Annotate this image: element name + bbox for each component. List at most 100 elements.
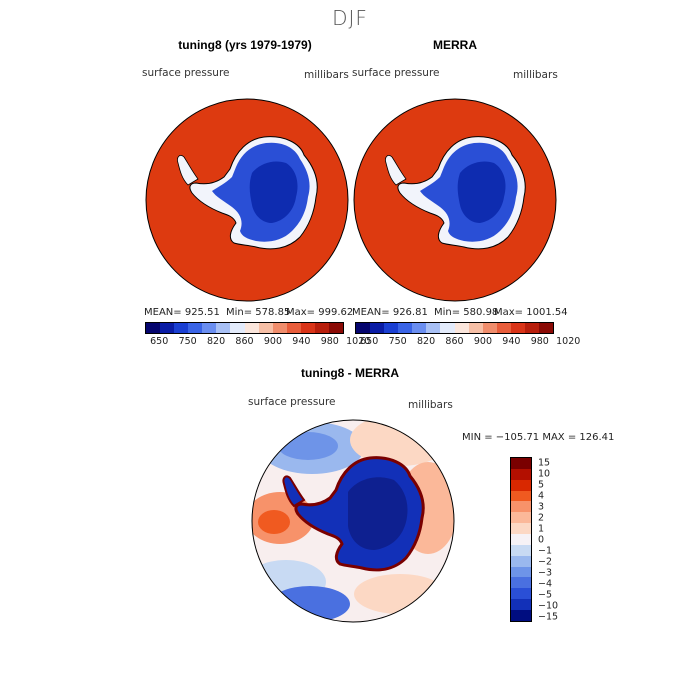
colorbar-swatch — [524, 323, 540, 333]
model-max-stat: Max= 999.62 — [286, 307, 354, 318]
diff-units-label: millibars — [408, 399, 453, 411]
model-polar-map — [145, 98, 349, 302]
colorbar-tick-label: 900 — [263, 336, 282, 347]
colorbar-swatch — [511, 512, 531, 524]
diff-field — [252, 420, 454, 622]
colorbar-tick-label: 940 — [292, 336, 311, 347]
colorbar-swatch — [511, 501, 531, 513]
colorbar-swatch — [356, 323, 371, 333]
colorbar-swatch — [511, 468, 531, 480]
obs-max-stat: Max= 1001.54 — [494, 307, 568, 318]
colorbar-tick-label: −2 — [538, 556, 553, 567]
colorbar-swatch — [496, 323, 511, 333]
colorbar-swatch — [314, 323, 330, 333]
colorbar-tick-label: 750 — [178, 336, 197, 347]
model-peninsula — [177, 155, 199, 186]
colorbar-swatch — [511, 534, 531, 545]
colorbar-swatch — [511, 490, 531, 502]
colorbar-swatch — [539, 323, 554, 333]
colorbar-tick-label: 2 — [538, 512, 545, 523]
colorbar-tick-label: 980 — [320, 336, 339, 347]
colorbar-tick-label: 940 — [502, 336, 521, 347]
colorbar-tick-label: −1 — [538, 545, 553, 556]
diff-colorbar — [510, 457, 532, 622]
diff-panel-title: tuning8 - MERRA — [301, 366, 399, 380]
colorbar-swatch — [440, 323, 455, 333]
colorbar-swatch — [511, 523, 531, 535]
colorbar-swatch — [258, 323, 273, 333]
colorbar-tick-label: 820 — [416, 336, 436, 347]
colorbar-swatch — [244, 323, 259, 333]
colorbar-tick-label: 0 — [538, 534, 545, 545]
colorbar-tick-label: 3 — [538, 501, 545, 512]
colorbar-tick-label: 650 — [150, 336, 169, 347]
colorbar-tick-label: 5 — [538, 479, 545, 490]
colorbar-swatch — [329, 323, 344, 333]
colorbar-swatch — [510, 323, 525, 333]
colorbar-tick-label: 900 — [473, 336, 492, 347]
colorbar-swatch — [230, 323, 245, 333]
colorbar-swatch — [511, 610, 531, 621]
colorbar-tick-label: 10 — [538, 468, 551, 479]
obs-colorbar-ticks: 650 750 820 860 900 940 980 1020 — [355, 336, 580, 348]
colorbar-swatch — [188, 323, 203, 333]
colorbar-swatch — [426, 323, 441, 333]
colorbar-swatch — [160, 323, 175, 333]
obs-peninsula — [385, 155, 407, 186]
model-panel-title: tuning8 (yrs 1979-1979) — [178, 38, 312, 52]
obs-variable-label: surface pressure — [352, 67, 440, 79]
obs-mean-stat: MEAN= 926.81 — [352, 307, 428, 318]
colorbar-swatch — [511, 555, 531, 567]
model-min-stat: Min= 578.85 — [226, 307, 291, 318]
colorbar-swatch — [286, 323, 301, 333]
model-units-label: millibars — [304, 69, 349, 81]
obs-ice-plateau — [457, 161, 506, 223]
colorbar-swatch — [454, 323, 469, 333]
obs-min-stat: Min= 580.98 — [434, 307, 499, 318]
diff-variable-label: surface pressure — [248, 396, 336, 408]
model-colorbar — [145, 322, 344, 334]
diff-range-stat: MIN = −105.71 MAX = 126.41 — [462, 432, 615, 443]
colorbar-swatch — [384, 323, 399, 333]
colorbar-tick-label: 820 — [206, 336, 226, 347]
colorbar-swatch — [511, 544, 531, 556]
obs-units-label: millibars — [513, 69, 558, 81]
colorbar-tick-label: 750 — [388, 336, 407, 347]
colorbar-swatch — [482, 323, 497, 333]
diff-polar-map — [251, 419, 455, 623]
colorbar-tick-label: 1020 — [556, 336, 581, 347]
colorbar-tick-label: 650 — [360, 336, 379, 347]
colorbar-tick-label: 980 — [530, 336, 549, 347]
colorbar-swatch — [412, 323, 427, 333]
model-ice-plateau — [249, 161, 298, 223]
colorbar-swatch — [511, 577, 531, 589]
colorbar-swatch — [174, 323, 189, 333]
colorbar-swatch — [272, 323, 287, 333]
colorbar-tick-label: 860 — [235, 336, 254, 347]
colorbar-tick-label: 860 — [445, 336, 464, 347]
colorbar-tick-label: 1 — [538, 523, 545, 534]
colorbar-swatch — [511, 479, 531, 491]
model-mean-stat: MEAN= 925.51 — [144, 307, 220, 318]
colorbar-swatch — [370, 323, 385, 333]
colorbar-tick-label: 1020 — [346, 336, 371, 347]
colorbar-swatch — [398, 323, 413, 333]
colorbar-swatch — [202, 323, 217, 333]
model-colorbar-ticks: 650 750 820 860 900 940 980 1020 — [145, 336, 370, 348]
colorbar-tick-label: −15 — [538, 611, 559, 622]
colorbar-swatch — [468, 323, 483, 333]
colorbar-swatch — [216, 323, 231, 333]
colorbar-tick-label: −3 — [538, 567, 553, 578]
colorbar-tick-label: 15 — [538, 457, 551, 468]
colorbar-swatch — [511, 458, 531, 469]
obs-polar-map — [353, 98, 557, 302]
colorbar-swatch — [511, 599, 531, 611]
colorbar-tick-label: 4 — [538, 490, 545, 501]
obs-colorbar — [355, 322, 554, 334]
colorbar-swatch — [300, 323, 315, 333]
colorbar-tick-label: −5 — [538, 589, 553, 600]
season-title: DJF — [332, 6, 368, 30]
colorbar-tick-label: −10 — [538, 600, 559, 611]
obs-panel-title: MERRA — [433, 38, 477, 52]
model-variable-label: surface pressure — [142, 67, 230, 79]
